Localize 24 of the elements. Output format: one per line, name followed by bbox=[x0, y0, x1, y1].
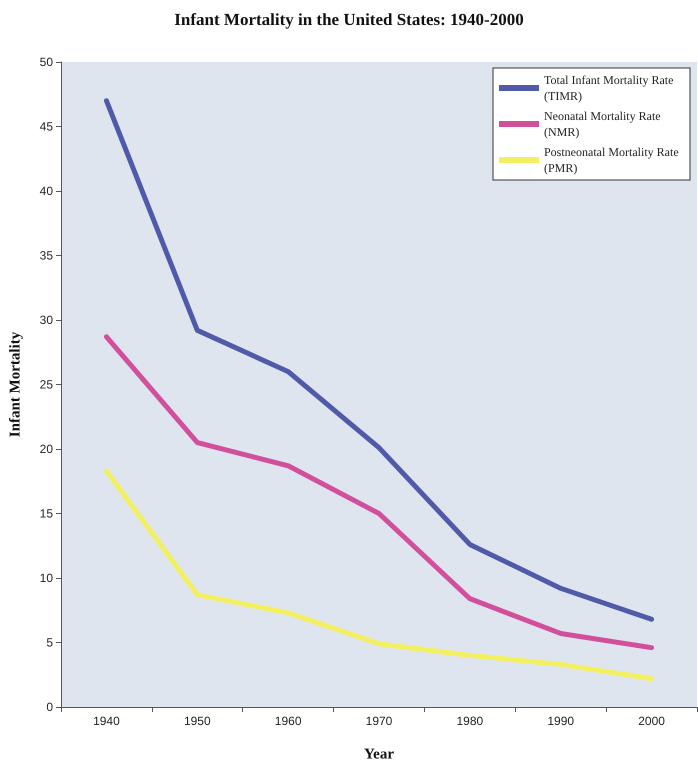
x-tick-label: 1940 bbox=[93, 714, 120, 728]
y-tick-label: 5 bbox=[46, 636, 54, 650]
y-tick-label: 50 bbox=[40, 55, 54, 69]
y-axis-title: Infant Mortality bbox=[8, 331, 24, 438]
x-tick-label: 1960 bbox=[274, 714, 302, 728]
legend-label: Neonatal Mortality Rate (NMR) bbox=[544, 109, 664, 139]
y-tick-label: 40 bbox=[40, 184, 54, 198]
y-tick-label: 30 bbox=[40, 313, 54, 327]
x-tick-label: 1990 bbox=[547, 714, 574, 728]
y-tick-label: 45 bbox=[40, 120, 54, 134]
y-tick-label: 15 bbox=[40, 506, 54, 520]
legend-label: Postneonatal Mortality Rate (PMR) bbox=[544, 145, 682, 175]
x-tick-label: 2000 bbox=[638, 714, 666, 728]
y-tick-label: 10 bbox=[40, 571, 54, 585]
y-tick-label: 0 bbox=[46, 700, 54, 714]
x-tick-label: 1980 bbox=[456, 714, 484, 728]
y-tick-label: 20 bbox=[40, 442, 54, 456]
x-tick-label: 1970 bbox=[366, 714, 393, 728]
legend-label: Total Infant Mortality Rate (TIMR) bbox=[544, 73, 676, 103]
chart-title: Infant Mortality in the United States: 1940-2000 bbox=[174, 10, 524, 29]
y-tick-label: 25 bbox=[40, 378, 54, 392]
x-tick-label: 1950 bbox=[184, 714, 211, 728]
y-tick-label: 35 bbox=[40, 248, 54, 262]
x-axis-title: Year bbox=[364, 746, 394, 762]
